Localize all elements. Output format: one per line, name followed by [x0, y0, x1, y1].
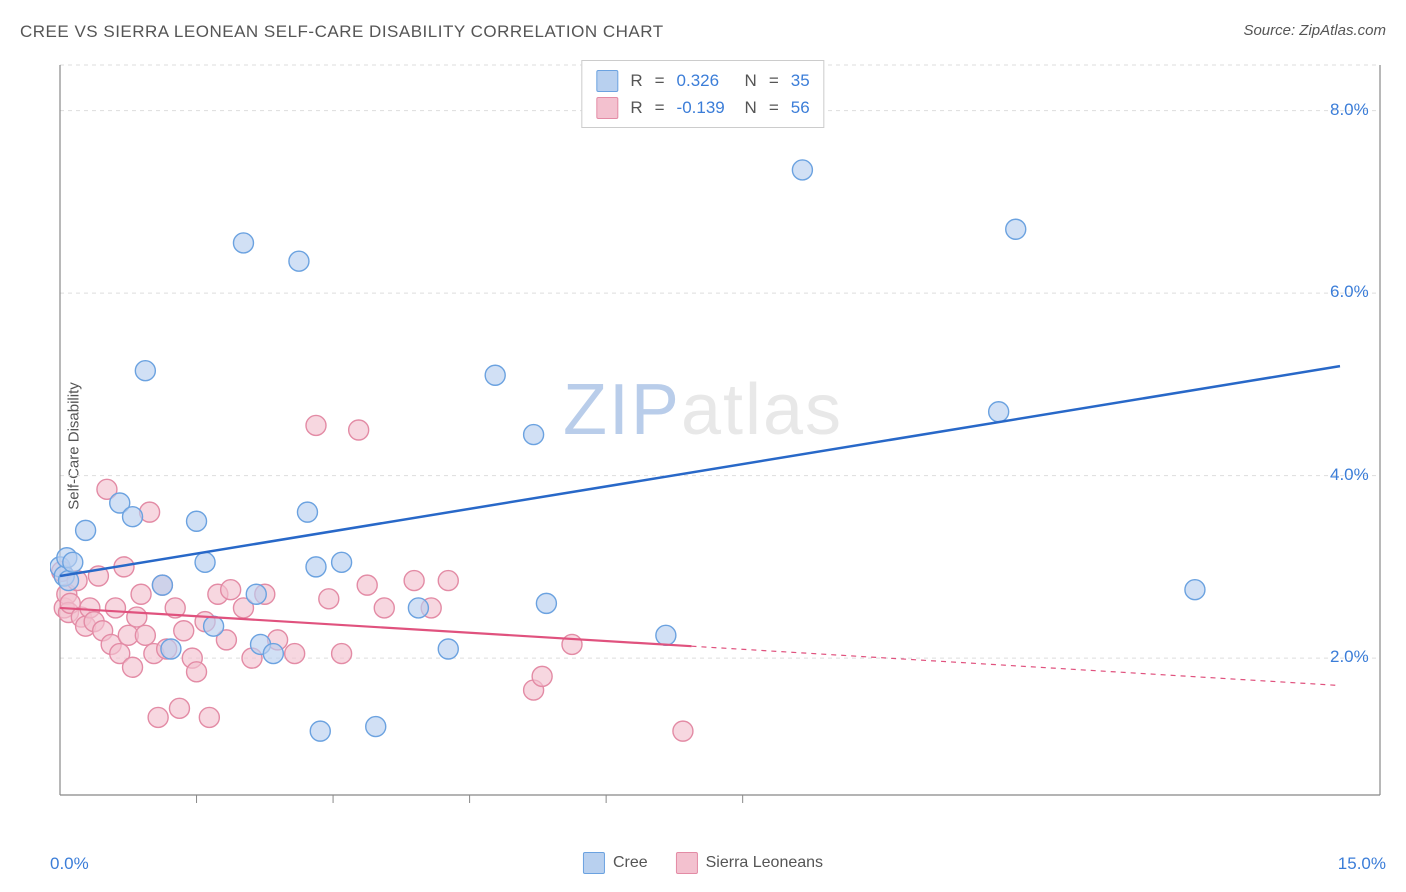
legend-row-cree: R = 0.326 N = 35 — [596, 67, 809, 94]
legend-label-sierra: Sierra Leoneans — [706, 854, 823, 872]
n-value-cree: 35 — [791, 67, 810, 94]
legend-item-cree: Cree — [583, 852, 648, 874]
n-label: N — [745, 67, 757, 94]
y-tick-label: 4.0% — [1330, 465, 1369, 485]
plot-area — [50, 55, 1390, 825]
bottom-legend: Cree Sierra Leoneans — [583, 852, 823, 874]
scatter-chart-svg — [50, 55, 1390, 825]
legend-row-sierra: R = -0.139 N = 56 — [596, 94, 809, 121]
swatch-cree — [596, 70, 618, 92]
correlation-legend: R = 0.326 N = 35 R = -0.139 N = 56 — [581, 60, 824, 128]
r-label: R — [630, 67, 642, 94]
swatch-sierra-icon — [676, 852, 698, 874]
n-label: N — [745, 94, 757, 121]
r-label: R — [630, 94, 642, 121]
y-tick-label: 8.0% — [1330, 100, 1369, 120]
legend-item-sierra: Sierra Leoneans — [676, 852, 823, 874]
y-tick-label: 6.0% — [1330, 282, 1369, 302]
source-label: Source: ZipAtlas.com — [1243, 22, 1386, 39]
chart-title: CREE VS SIERRA LEONEAN SELF-CARE DISABIL… — [20, 22, 664, 42]
y-tick-label: 2.0% — [1330, 647, 1369, 667]
equals-sign: = — [655, 67, 665, 94]
x-tick-max: 15.0% — [1338, 854, 1386, 874]
legend-label-cree: Cree — [613, 854, 648, 872]
r-value-sierra: -0.139 — [677, 94, 733, 121]
swatch-cree-icon — [583, 852, 605, 874]
swatch-sierra — [596, 97, 618, 119]
equals-sign: = — [769, 67, 779, 94]
equals-sign: = — [655, 94, 665, 121]
n-value-sierra: 56 — [791, 94, 810, 121]
equals-sign: = — [769, 94, 779, 121]
r-value-cree: 0.326 — [677, 67, 733, 94]
x-tick-min: 0.0% — [50, 854, 89, 874]
